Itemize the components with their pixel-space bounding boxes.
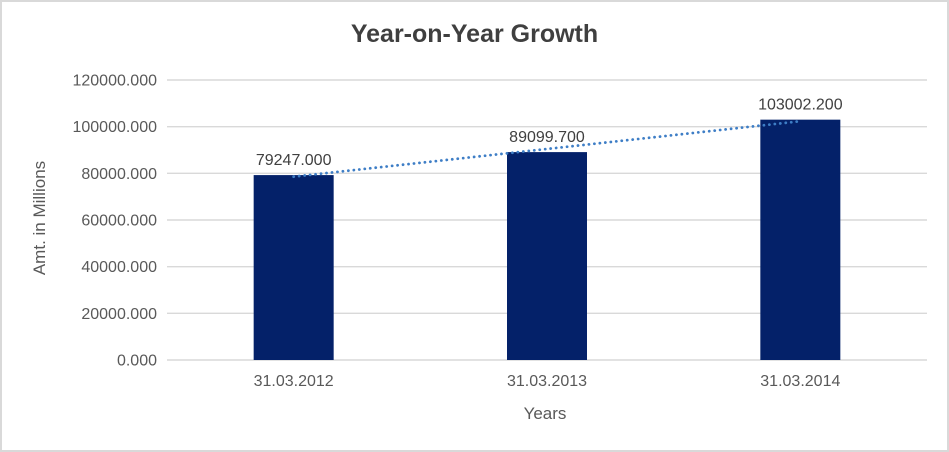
y-axis-tick-label: 20000.000 [81,306,157,323]
chart-title: Year-on-Year Growth [350,20,599,48]
bar [507,152,587,360]
bar-data-label: 79247.000 [256,152,332,169]
bar [760,119,841,360]
y-axis-tick-label: 40000.000 [81,259,157,276]
y-axis-tick-label: 120000.000 [72,73,157,90]
bar-data-label: 89099.700 [509,129,585,146]
bar [253,175,334,360]
y-axis-tick-label: 0.000 [117,353,157,370]
x-axis-tick-label: 31.03.2012 [254,373,334,390]
x-axis-tick-label: 31.03.2013 [507,373,587,390]
x-axis-tick-label: 31.03.2014 [760,373,840,390]
y-axis-tick-label: 60000.000 [81,213,157,230]
trendline-dotted [292,119,802,179]
x-axis-title: Years [523,404,567,423]
y-axis-tick-label: 80000.000 [81,166,157,183]
bar-data-label: 103002.200 [758,97,843,114]
y-axis-tick-label: 100000.000 [72,119,157,136]
